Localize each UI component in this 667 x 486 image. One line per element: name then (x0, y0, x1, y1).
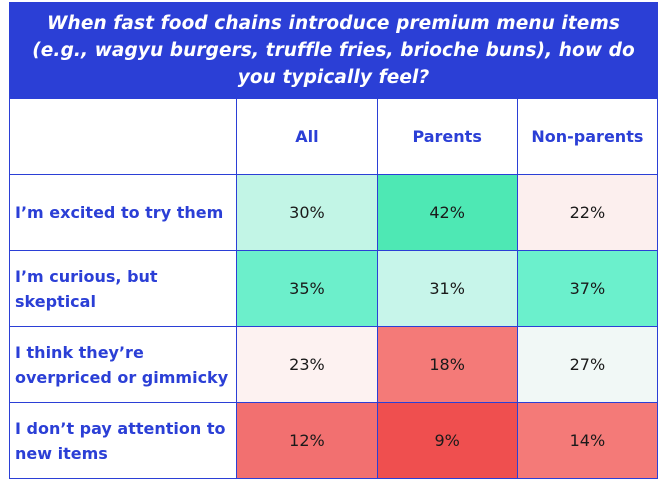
table-row: I’m excited to try them 30% 42% 22% (8, 174, 659, 251)
row-label: I’m excited to try them (8, 174, 238, 251)
value-cell: 30% (236, 174, 378, 251)
table-row: I think they’re overpriced or gimmicky 2… (8, 326, 659, 403)
column-header-all: All (236, 98, 378, 175)
survey-table-figure: When fast food chains introduce premium … (8, 2, 659, 479)
column-header-parents: Parents (376, 98, 518, 175)
chart-title: When fast food chains introduce premium … (32, 12, 635, 88)
corner-cell (8, 98, 238, 175)
row-label: I don’t pay attention to new items (8, 402, 238, 479)
column-header-non-parents: Non-parents (516, 98, 659, 175)
value-cell: 23% (236, 326, 378, 403)
row-label: I’m curious, but skeptical (8, 250, 238, 327)
value-cell: 42% (376, 174, 518, 251)
value-cell: 35% (236, 250, 378, 327)
table-row: I’m curious, but skeptical 35% 31% 37% (8, 250, 659, 327)
value-cell: 9% (376, 402, 518, 479)
value-cell: 22% (516, 174, 659, 251)
value-cell: 37% (516, 250, 659, 327)
value-cell: 14% (516, 402, 659, 479)
value-cell: 27% (516, 326, 659, 403)
value-cell: 12% (236, 402, 378, 479)
row-label: I think they’re overpriced or gimmicky (8, 326, 238, 403)
value-cell: 18% (376, 326, 518, 403)
title-bar: When fast food chains introduce premium … (9, 2, 658, 98)
table-row: I don’t pay attention to new items 12% 9… (8, 402, 659, 479)
results-table: All Parents Non-parents I’m excited to t… (8, 98, 659, 479)
header-row: All Parents Non-parents (8, 98, 659, 175)
value-cell: 31% (376, 250, 518, 327)
